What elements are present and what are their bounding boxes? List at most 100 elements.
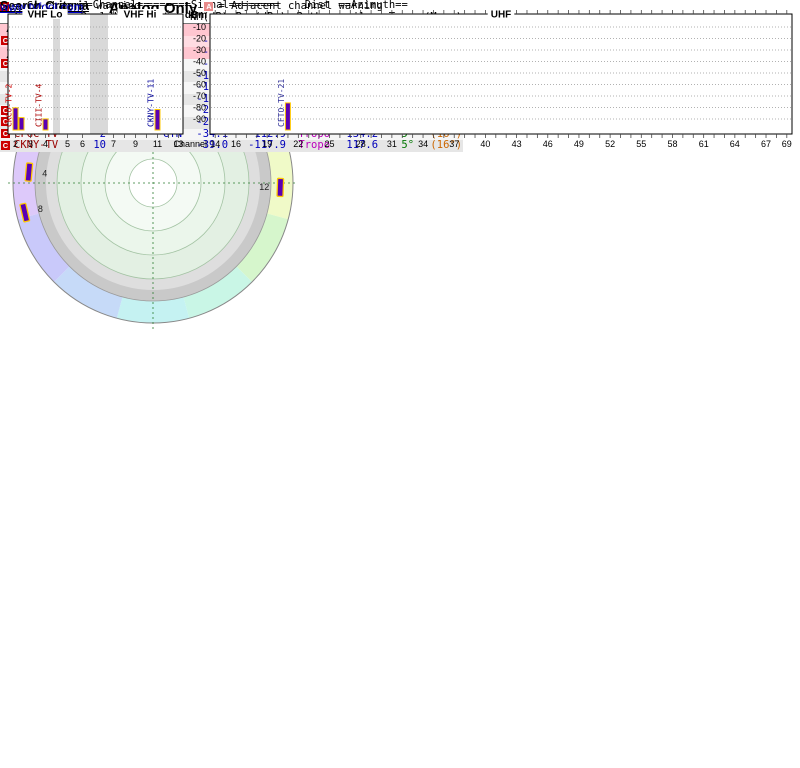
vhf-hi-section-label-bg [117,9,163,19]
signal-bar-label: CFTO-TV-21 [277,79,286,127]
warning-cell: C [0,140,13,152]
channel-tick-label: 13 [173,139,183,149]
channel-tick-label: 55 [636,139,646,149]
channel-tick-label: 43 [512,139,522,149]
channel-tick-label: 58 [667,139,677,149]
channel-tick-label: 64 [730,139,740,149]
station-marker [24,162,34,182]
dbm-tick-label: -40 [193,57,206,67]
station-row: C CKNY-TV 10 -39.0 -117.9 Tropo 117.6 5° (16°) [0,139,464,152]
signal-bar-label: CKNY-TV-11 [147,79,156,127]
channel-axis-title: Channel [173,139,207,149]
uhf-section-label-bg [487,9,515,19]
signal-bar [18,117,25,131]
co-channel-warning-icon: C [1,36,10,46]
channel-tick-label: 61 [699,139,709,149]
channel-tick-label: 6 [80,139,85,149]
warning-cell: C [0,59,13,71]
channel-tick-label: 7 [111,139,116,149]
vhf-lo-section-label-bg [22,9,68,19]
station-marker-tick [19,202,31,223]
dist-group-header: Dist [304,0,331,11]
true-azimuth-cell: 5° [401,139,415,152]
signal-bar [154,109,161,131]
co-channel-warning-icon: C [1,59,10,69]
magnetic-azimuth-cell: (16°) [430,139,463,152]
dbm-tick-label: -50 [193,68,206,78]
dbm-axis-title: dBm [185,10,207,21]
channel-tick-label: 40 [480,139,490,149]
channel-tick-label: 2 [13,139,18,149]
co-channel-warning-icon: C [1,140,10,150]
channel-tick-label: 46 [543,139,553,149]
dbm-tick-label: -90 [193,114,206,124]
channel-tick-label: 31 [387,139,397,149]
compass-ring-segment [17,213,70,282]
signal-bar [42,118,49,131]
vhf-lo-section-label: VHF Lo [28,10,63,21]
compass-ring-segment [236,213,289,282]
channel-tick-label: 11 [153,139,162,149]
station-marker [19,202,31,223]
adjacent-channel-legend-text: = Adjacent channel warning [218,0,383,12]
channel-tick-label: 14 [210,139,220,149]
signal-bar [284,102,291,131]
station-marker-channel-label: 12 [259,182,269,192]
channel-tick-label: 5 [65,139,70,149]
channel-tick-label: 69 [782,139,792,149]
warning-legend: C = Co-channel warning A = Adjacent chan… [0,0,383,12]
station-marker-channel-label: 11 [191,95,200,105]
uhf-section-label: UHF [491,10,512,21]
station-marker-channel-label: 2 [245,140,250,150]
station-marker-tick [276,177,285,198]
channel-tick-label: 34 [418,139,428,149]
channel-tick-label: 37 [449,139,459,149]
channel-group-header: ==Channel== [80,0,150,11]
dbm-tick-label: -80 [193,103,206,113]
channel-tick-label: 22 [293,139,303,149]
station-marker-tick [24,162,34,182]
co-channel-warning-icon: C [0,1,9,11]
warning-cell: C [0,36,13,48]
path-cell: Tropo [298,139,331,152]
non-tv-spectrum-band [53,14,60,134]
non-tv-spectrum-band [90,14,108,134]
station-marker [276,177,285,198]
compass-ring-segment [54,266,123,319]
adjacent-channel-legend-item: A = Adjacent channel warning [204,0,383,12]
signal-bar-label: CKCO-TV-2 [5,83,14,127]
nm-db-cell: -39.0 [196,139,229,152]
channel-tick-label: 3 [28,139,33,149]
co-channel-warning-icon: C [1,105,10,115]
dbm-tick-label: -70 [193,91,206,101]
vhf-hi-section-label: VHF Hi [124,10,157,21]
channel-tick-label: 19 [262,139,272,149]
co-channel-warning-icon: C [1,117,10,127]
warning-cell: C [0,117,13,129]
warning-cell: C [0,105,13,117]
channel-tick-label: 28 [356,139,366,149]
dbm-tick-label: -60 [193,80,206,90]
spectrum-section: -10 -20 -30 -40 -50 -60 -70 -80 -90 2 3 4 5 6 7 9 11 13 14… [0,0,800,152]
channel-tick-label: 4 [43,139,48,149]
channel-tick-label: 67 [761,139,771,149]
station-marker-channel-label: 8 [38,204,43,214]
uhf-panel [209,13,793,135]
azimuth-group-header: ==Azimuth== [338,0,408,11]
distance-miles-cell: 117.6 [346,139,379,152]
compass-ring-segment [183,266,252,319]
co-channel-warning-icon: C [1,129,10,139]
power-dbm-cell: -117.9 [248,139,287,152]
channel-tick-label: 9 [133,139,138,149]
dbm-tick-label: -20 [193,34,206,44]
channel-tick-label: 16 [231,139,241,149]
callsign-cell: CKNY-TV [14,139,59,152]
signal-bar [12,107,19,131]
channel-tick-label: 49 [574,139,584,149]
dbm-tick-label: -30 [193,45,206,55]
station-marker-channel-label: 4 [42,169,47,179]
compass-ring-segment [116,297,190,323]
station-marker-channel-label: 2 [66,132,71,142]
real-channel-cell: 10 [93,139,106,152]
dbm-tick-label: -10 [193,22,206,32]
